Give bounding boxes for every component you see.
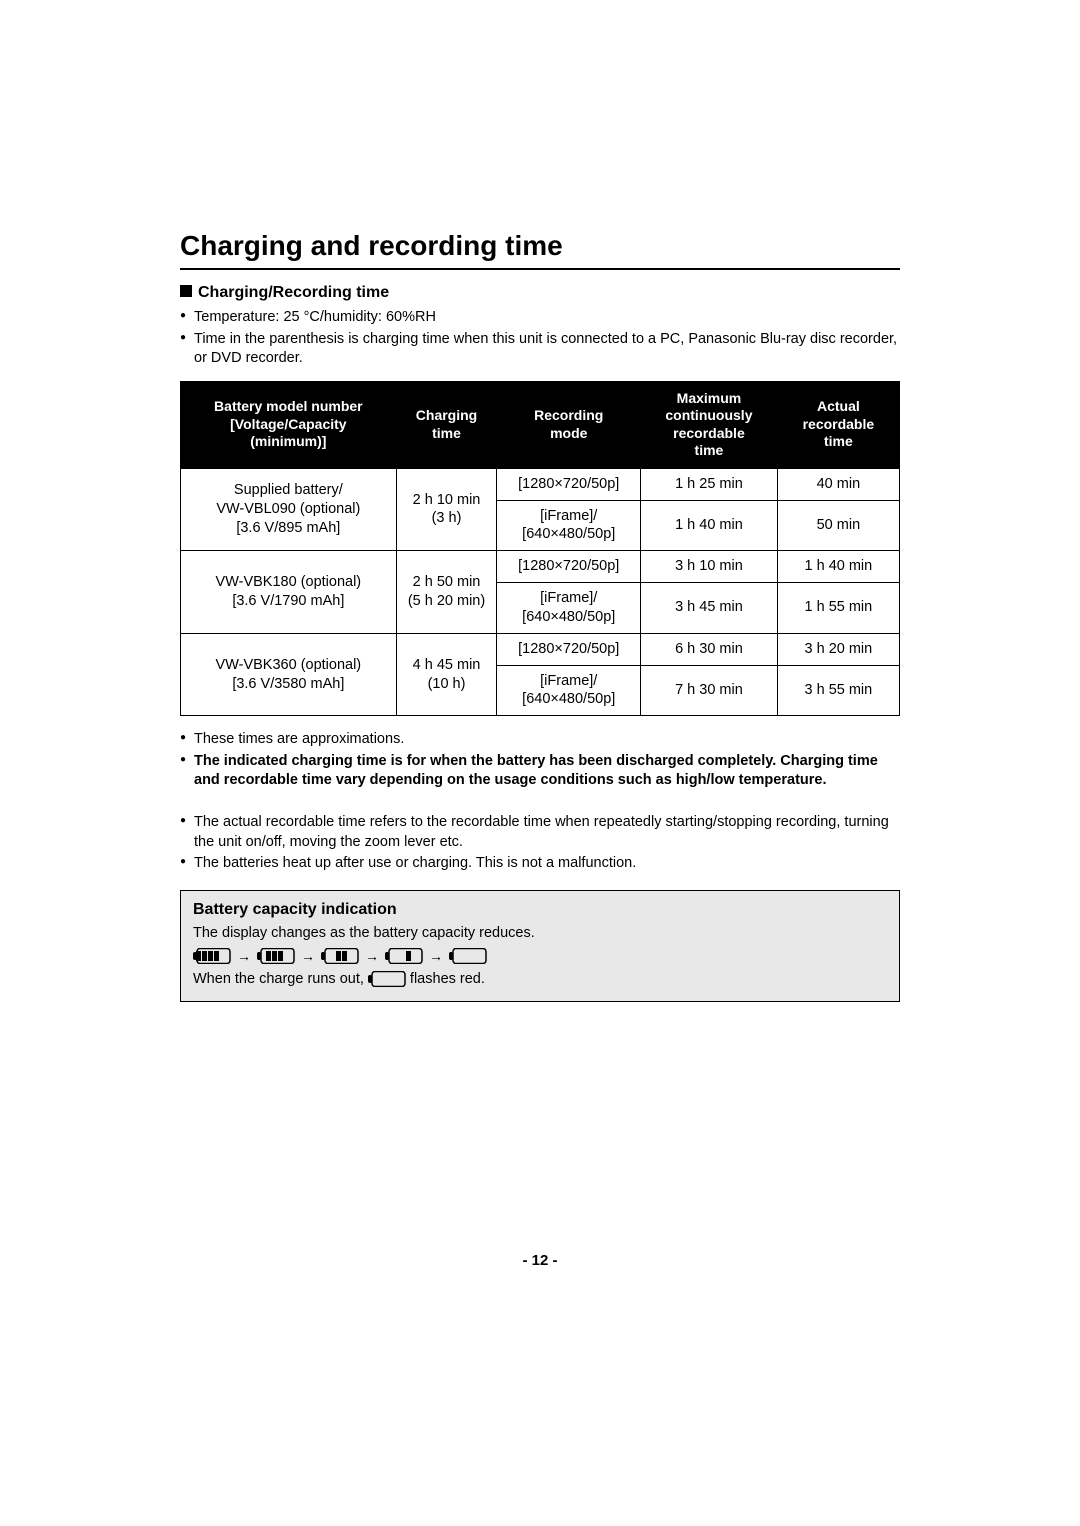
arrow-icon: → [429,948,443,964]
battery-empty-icon [368,969,406,989]
cell-actual: 1 h 55 min [777,583,899,634]
th-charging: Chargingtime [396,381,497,468]
battery-indicator-row: → → → → [193,947,887,965]
table-row: VW-VBK180 (optional)[3.6 V/1790 mAh]2 h … [181,551,900,583]
cell-mode: [1280×720/50p] [497,468,641,500]
page-number: - 12 - [180,1252,900,1269]
cell-max: 7 h 30 min [641,665,778,716]
capacity-box: Battery capacity indication The display … [180,890,900,1003]
bullet-item: The indicated charging time is for when … [180,752,900,791]
battery-level-icon [385,947,423,965]
th-max: Maximumcontinuouslyrecordabletime [641,381,778,468]
cell-actual: 50 min [777,500,899,551]
bullet-item: These times are approximations. [180,730,900,750]
square-icon [180,285,192,297]
th-mode: Recordingmode [497,381,641,468]
battery-level-icon [193,947,231,965]
pre-bullets-list: Temperature: 25 °C/humidity: 60%RHTime i… [180,308,900,369]
cell-battery: VW-VBK180 (optional)[3.6 V/1790 mAh] [181,551,397,634]
table-row: Supplied battery/VW-VBL090 (optional)[3.… [181,468,900,500]
bullet-item: The batteries heat up after use or charg… [180,854,900,874]
cell-max: 6 h 30 min [641,633,778,665]
cell-max: 1 h 25 min [641,468,778,500]
battery-level-icon [257,947,295,965]
cell-max: 3 h 10 min [641,551,778,583]
spec-table: Battery model number[Voltage/Capacity(mi… [180,381,900,717]
cell-mode: [1280×720/50p] [497,633,641,665]
cell-mode: [iFrame]/[640×480/50p] [497,500,641,551]
cell-actual: 3 h 20 min [777,633,899,665]
battery-level-icon [321,947,359,965]
bullet-item: Temperature: 25 °C/humidity: 60%RH [180,308,900,328]
capacity-line2b: flashes red. [406,971,485,987]
cell-actual: 3 h 55 min [777,665,899,716]
post-bullets-1: These times are approximations.The indic… [180,730,900,791]
cell-charging: 4 h 45 min(10 h) [396,633,497,716]
bullet-item: The actual recordable time refers to the… [180,813,900,852]
capacity-line1: The display changes as the battery capac… [193,923,887,943]
cell-battery: Supplied battery/VW-VBL090 (optional)[3.… [181,468,397,551]
sub-heading-text: Charging/Recording time [198,284,389,301]
arrow-icon: → [237,948,251,964]
th-actual: Actualrecordabletime [777,381,899,468]
table-body: Supplied battery/VW-VBL090 (optional)[3.… [181,468,900,716]
bullet-item: Time in the parenthesis is charging time… [180,330,900,369]
cell-max: 1 h 40 min [641,500,778,551]
table-row: VW-VBK360 (optional)[3.6 V/3580 mAh]4 h … [181,633,900,665]
cell-battery: VW-VBK360 (optional)[3.6 V/3580 mAh] [181,633,397,716]
title-underline [180,268,900,270]
cell-mode: [1280×720/50p] [497,551,641,583]
arrow-icon: → [301,948,315,964]
document-page: Charging and recording time Charging/Rec… [0,0,1080,1269]
cell-charging: 2 h 50 min(5 h 20 min) [396,551,497,634]
cell-mode: [iFrame]/[640×480/50p] [497,665,641,716]
capacity-title: Battery capacity indication [193,901,887,919]
th-battery: Battery model number[Voltage/Capacity(mi… [181,381,397,468]
sub-heading: Charging/Recording time [180,284,900,302]
cell-max: 3 h 45 min [641,583,778,634]
page-title: Charging and recording time [180,230,900,262]
cell-charging: 2 h 10 min(3 h) [396,468,497,551]
table-header-row: Battery model number[Voltage/Capacity(mi… [181,381,900,468]
capacity-line2: When the charge runs out, flashes red. [193,969,887,989]
arrow-icon: → [365,948,379,964]
cell-actual: 1 h 40 min [777,551,899,583]
cell-actual: 40 min [777,468,899,500]
battery-level-icon [449,947,487,965]
capacity-line2a: When the charge runs out, [193,971,368,987]
cell-mode: [iFrame]/[640×480/50p] [497,583,641,634]
post-bullets-2: The actual recordable time refers to the… [180,813,900,874]
